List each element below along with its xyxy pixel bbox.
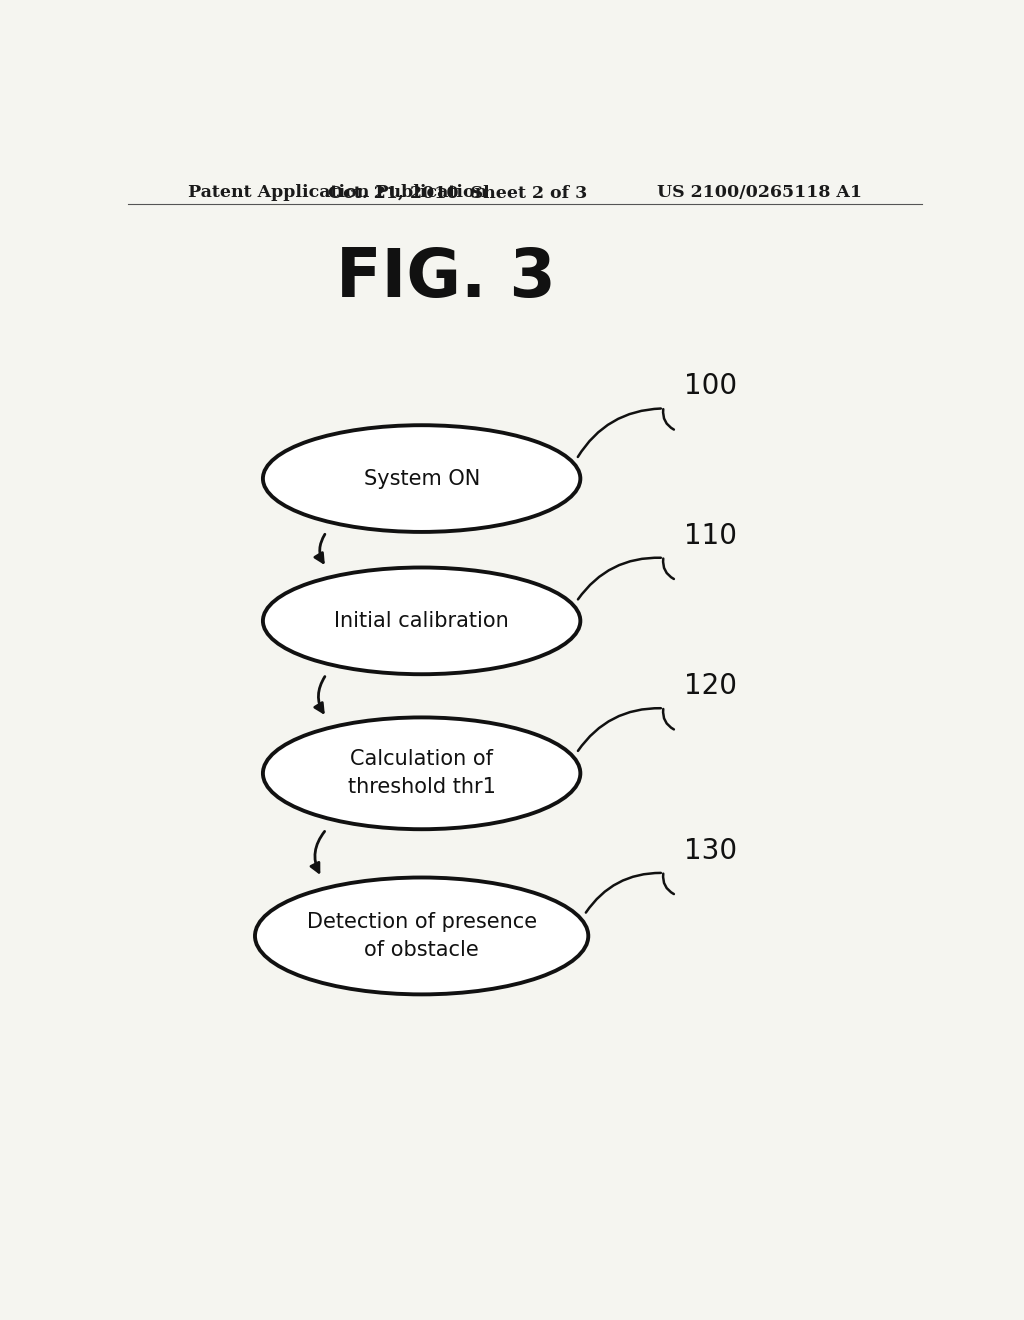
Ellipse shape (255, 878, 588, 994)
Text: Initial calibration: Initial calibration (334, 611, 509, 631)
Ellipse shape (263, 718, 581, 829)
Text: System ON: System ON (364, 469, 480, 488)
Text: Oct. 21, 2010  Sheet 2 of 3: Oct. 21, 2010 Sheet 2 of 3 (328, 185, 587, 202)
Text: 120: 120 (684, 672, 736, 700)
Ellipse shape (263, 425, 581, 532)
Text: 100: 100 (684, 372, 736, 400)
Text: Patent Application Publication: Patent Application Publication (187, 185, 486, 202)
Text: Calculation of
threshold thr1: Calculation of threshold thr1 (348, 750, 496, 797)
Text: US 2100/0265118 A1: US 2100/0265118 A1 (657, 185, 862, 202)
Text: Detection of presence
of obstacle: Detection of presence of obstacle (306, 912, 537, 960)
Ellipse shape (263, 568, 581, 675)
Text: 130: 130 (684, 837, 736, 865)
Text: FIG. 3: FIG. 3 (336, 244, 555, 310)
Text: 110: 110 (684, 521, 736, 549)
